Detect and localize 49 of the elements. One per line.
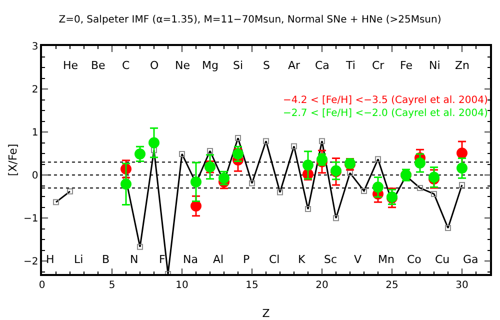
annotation: Ne: [175, 59, 190, 72]
x-tick-label: 15: [246, 280, 258, 291]
annotation: P: [243, 253, 250, 266]
annotation: He: [63, 59, 78, 72]
annotation: Na: [183, 253, 198, 266]
annotation: Ni: [429, 59, 440, 72]
annotation: C: [122, 59, 130, 72]
annotation: Cu: [435, 253, 450, 266]
annotation: Ar: [288, 59, 301, 72]
x-tick-label: 30: [456, 280, 468, 291]
annotation: H: [46, 253, 54, 266]
annotation: Co: [407, 253, 422, 266]
y-tick-label: −2: [24, 256, 38, 268]
y-tick-label: 1: [32, 128, 38, 139]
annotation: O: [150, 59, 159, 72]
annotation: Cl: [269, 253, 280, 266]
annotation: N: [130, 253, 138, 266]
annotation: Si: [233, 59, 244, 72]
annotation: F: [159, 253, 166, 266]
annotation: Ca: [315, 59, 330, 72]
x-tick-label: 10: [176, 280, 188, 291]
annotation: S: [263, 59, 270, 72]
annotation: Al: [213, 253, 224, 266]
annotation: K: [298, 253, 306, 266]
x-tick-label: 20: [316, 280, 328, 291]
annotation: Mn: [378, 253, 394, 266]
y-tick-label: 2: [32, 84, 38, 96]
y-axis-title: [X/Fe]: [6, 144, 20, 176]
x-tick-label: 25: [386, 280, 398, 291]
y-tick-label: 0: [32, 170, 38, 182]
annotation: Ti: [345, 59, 356, 72]
annotation: Sc: [324, 253, 338, 266]
annotation: V: [354, 253, 362, 266]
text: −4.2 < [Fe/H] <−3.5 (Cayrel et al. 2004): [283, 95, 488, 106]
y-tick-label: −1: [24, 214, 38, 225]
x-tick-label: 0: [38, 280, 46, 291]
y-tick-label: 3: [32, 42, 38, 52]
annotation: Cr: [372, 59, 385, 72]
annotation: B: [102, 253, 110, 266]
x-tick-label: 5: [108, 280, 116, 291]
chart-title: Z=0, Salpeter IMF (α=1.35), M=11−70Msun, Normal SNe + HNe (>25Msun): [58, 14, 442, 26]
annotation: Zn: [455, 59, 470, 72]
annotation: Be: [91, 59, 106, 72]
annotation: Ga: [463, 253, 478, 266]
annotation: Fe: [400, 59, 413, 72]
x-axis-title: Z: [262, 307, 270, 320]
annotation: Mg: [202, 59, 218, 72]
text: −2.7 < [Fe/H] <−2.0 (Cayrel et al. 2004): [283, 108, 488, 119]
annotation: Li: [74, 253, 84, 266]
